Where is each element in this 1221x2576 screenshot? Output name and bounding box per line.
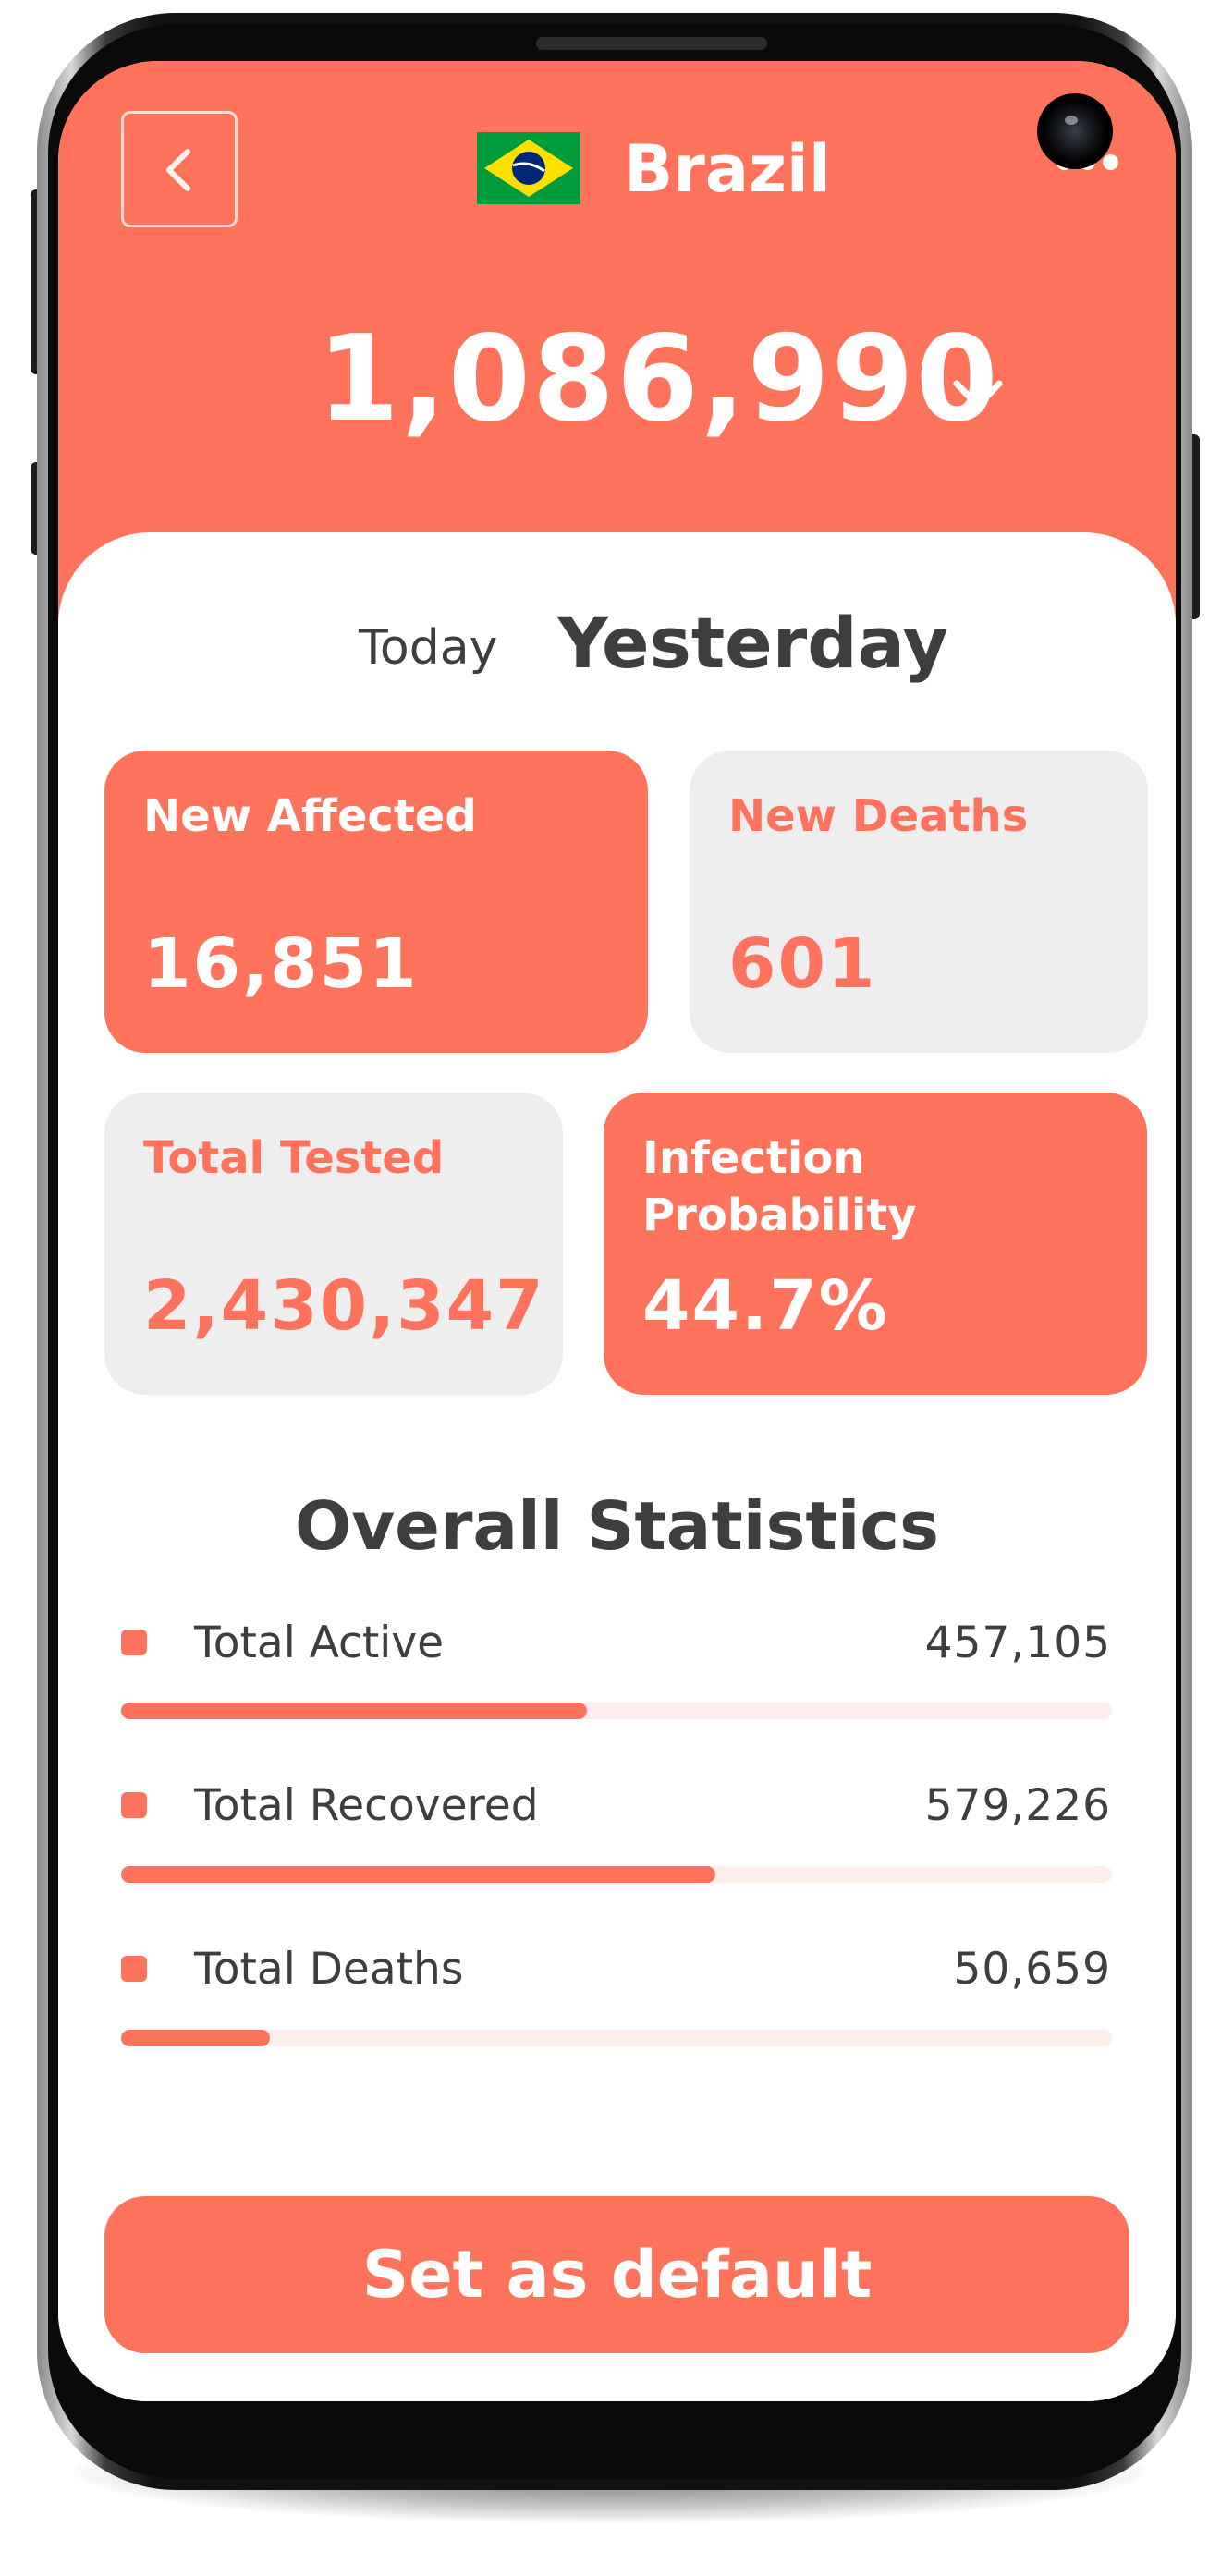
new-deaths-value: 601 [728,924,877,1004]
overall-statistics-title: Overall Statistics [295,1487,939,1565]
total-recovered-value: 579,226 [924,1780,1111,1831]
chevron-left-icon [166,149,190,191]
total-active-label: Total Active [194,1618,445,1668]
total-recovered-label: Total Recovered [194,1780,539,1831]
total-deaths-bullet [121,1956,147,1982]
total-active-progress-track [121,1703,1112,1719]
total-tested-value: 2,430,347 [143,1266,545,1346]
more-dots-icon [1103,154,1118,170]
total-deaths-label: Total Deaths [194,1944,464,1995]
total-active-value: 457,105 [924,1618,1111,1668]
total-cases-count: 1,086,990 [317,311,1000,448]
tab-yesterday[interactable]: Yesterday [557,602,949,684]
app-screen: Brazil 1,086,990 Today Yesterday New Aff… [58,61,1176,2401]
total-tested-label: Total Tested [143,1132,445,1184]
total-deaths-progress-track [121,2030,1112,2046]
new-affected-label: New Affected [143,790,477,842]
total-recovered-progress-fill [121,1866,716,1883]
country-name: Brazil [624,131,831,207]
new-affected-card[interactable]: New Affected 16,851 [104,751,648,1053]
tab-today[interactable]: Today [359,620,498,676]
total-active-progress-fill [121,1703,587,1719]
arrow-down-icon [953,345,1003,409]
total-tested-card[interactable]: Total Tested 2,430,347 [104,1093,563,1395]
back-button[interactable] [121,111,238,227]
infection-probability-label: Infection Probability [642,1132,917,1241]
total-active-bullet [121,1630,147,1655]
new-deaths-label: New Deaths [728,790,1029,842]
total-deaths-progress-fill [121,2030,270,2046]
front-camera [1037,93,1113,169]
total-deaths-value: 50,659 [953,1944,1111,1995]
set-as-default-button[interactable]: Set as default [104,2196,1129,2353]
new-deaths-card[interactable]: New Deaths 601 [690,751,1148,1053]
brazil-flag-icon [477,132,580,204]
earpiece-speaker [536,37,767,50]
infection-probability-value: 44.7% [642,1266,889,1346]
new-affected-value: 16,851 [143,924,419,1004]
total-recovered-progress-track [121,1866,1112,1883]
total-recovered-bullet [121,1792,147,1818]
infection-probability-card[interactable]: Infection Probability 44.7% [604,1093,1147,1395]
